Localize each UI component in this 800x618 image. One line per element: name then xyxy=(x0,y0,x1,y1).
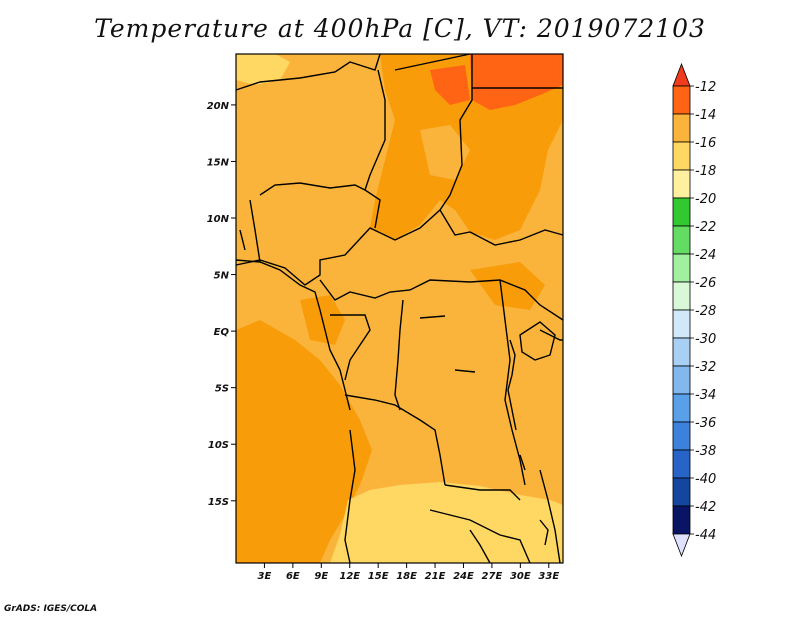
country-borders xyxy=(235,53,564,564)
lon-tick-label: 9E xyxy=(314,571,328,582)
colorbar-swatch xyxy=(672,141,691,171)
map-panel xyxy=(235,53,564,564)
lon-tick-label: 6E xyxy=(286,571,300,582)
lon-tick-label: 24E xyxy=(453,571,474,582)
longitude-axis: 3E 6E 9E 12E 15E 18E 21E 24E 27E 30E 33E xyxy=(258,563,559,582)
field-hot-north-patch xyxy=(430,65,470,105)
lon-tick-label: 30E xyxy=(510,571,531,582)
colorbar-label: -20 xyxy=(695,192,716,207)
colorbar-label: -28 xyxy=(695,304,716,319)
colorbar-label: -12 xyxy=(695,80,716,95)
colorbar-swatch xyxy=(672,477,691,507)
colorbar-label: -40 xyxy=(695,472,716,487)
colorbar-top-arrow xyxy=(672,62,691,87)
field-warm-west xyxy=(236,320,372,563)
field-cool-south xyxy=(330,482,563,563)
lon-tick-label: 15E xyxy=(368,571,389,582)
lat-tick-label: EQ xyxy=(214,327,230,338)
colorbar-label: -34 xyxy=(695,388,716,403)
colorbar-label: -22 xyxy=(695,220,716,235)
colorbar-bottom-arrow xyxy=(672,533,691,558)
credit-label: GrADS: IGES/COLA xyxy=(4,604,98,614)
latitude-axis: 20N 15N 10N 5N EQ 5S 10S 15S xyxy=(207,101,236,508)
lon-tick-label: 12E xyxy=(339,571,360,582)
colorbar: -12 -14 -16 -18 -20 -22 -24 -26 -28 -30 -32 -34 -36 -… xyxy=(672,62,716,558)
colorbar-swatch xyxy=(672,225,691,255)
lat-tick-label: 5S xyxy=(215,384,229,395)
colorbar-label: -18 xyxy=(695,164,716,179)
colorbar-swatch xyxy=(672,113,691,143)
colorbar-swatch xyxy=(672,253,691,283)
lat-tick-label: 5N xyxy=(214,271,230,282)
colorbar-label: -36 xyxy=(695,416,716,431)
colorbar-label: -30 xyxy=(695,332,716,347)
field-hot-northeast xyxy=(470,54,563,110)
field-light-patch-mid xyxy=(420,125,470,180)
colorbar-swatch xyxy=(672,449,691,479)
map-title: Temperature at 400hPa [C], VT: 201907210… xyxy=(94,14,706,43)
lat-tick-label: 10S xyxy=(208,440,229,451)
lat-tick-label: 10N xyxy=(207,214,230,225)
lat-tick-label: 15S xyxy=(208,497,229,508)
colorbar-swatch xyxy=(672,365,691,395)
colorbar-swatch xyxy=(672,505,691,535)
lon-tick-label: 33E xyxy=(538,571,559,582)
field-warm-east-patch xyxy=(470,262,545,310)
colorbar-label: -38 xyxy=(695,444,716,459)
lon-tick-label: 21E xyxy=(425,571,446,582)
lon-tick-label: 18E xyxy=(396,571,417,582)
colorbar-label: -42 xyxy=(695,500,716,515)
colorbar-swatch xyxy=(672,281,691,311)
field-cool-northwest xyxy=(236,54,290,85)
colorbar-label: -32 xyxy=(695,360,716,375)
lon-tick-label: 27E xyxy=(482,571,503,582)
colorbar-label: -26 xyxy=(695,276,716,291)
colorbar-swatch xyxy=(672,337,691,367)
coastlines-lakes xyxy=(235,259,556,546)
colorbar-label: -24 xyxy=(695,248,716,263)
colorbar-swatch xyxy=(672,169,691,199)
colorbar-swatch xyxy=(672,197,691,227)
lat-tick-label: 15N xyxy=(207,157,230,168)
colorbar-swatch xyxy=(672,309,691,339)
colorbar-label: -14 xyxy=(695,108,716,123)
colorbar-swatch xyxy=(672,85,691,115)
map-frame xyxy=(235,53,564,564)
colorbar-swatch xyxy=(672,421,691,451)
colorbar-swatch xyxy=(672,393,691,423)
lon-tick-label: 3E xyxy=(258,571,272,582)
colorbar-label: -16 xyxy=(695,136,716,151)
lat-tick-label: 20N xyxy=(207,101,230,112)
colorbar-label: -44 xyxy=(695,528,716,543)
